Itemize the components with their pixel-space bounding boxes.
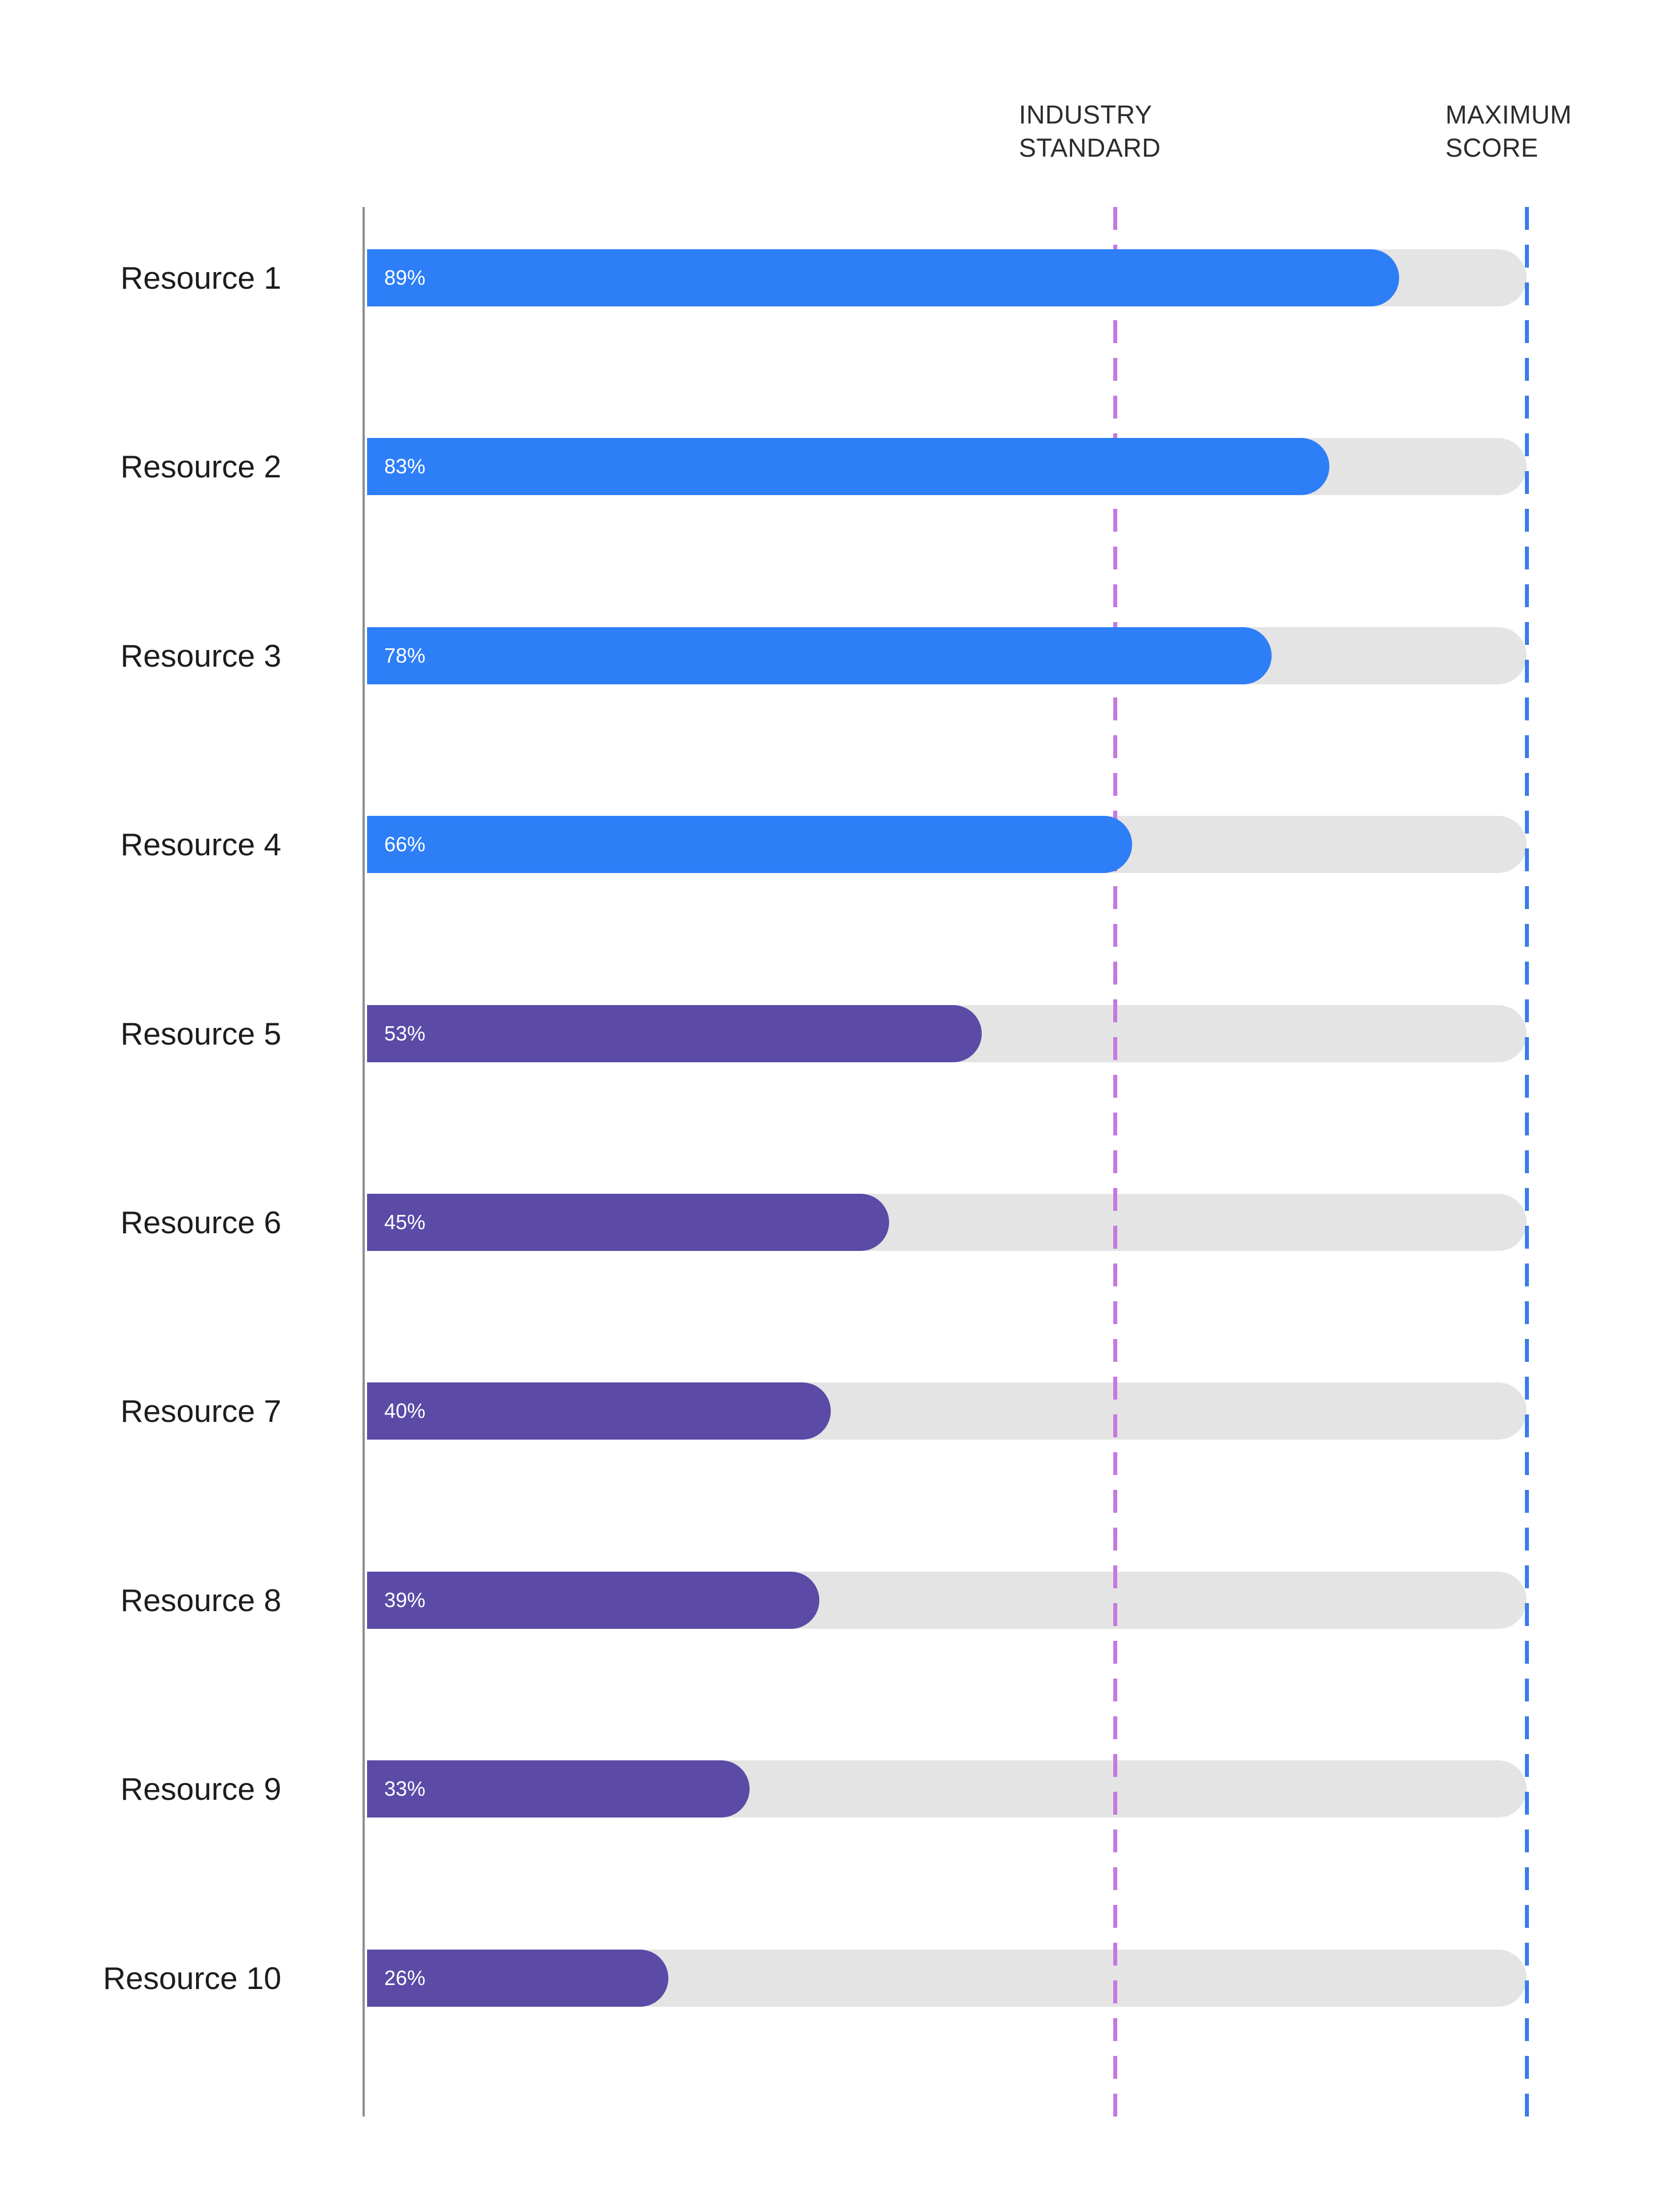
bar-track: 33% bbox=[367, 1760, 1527, 1818]
category-label: Resource 6 bbox=[120, 1205, 281, 1240]
bar-fill: 89% bbox=[367, 249, 1399, 306]
bar-fill: 66% bbox=[367, 816, 1133, 874]
bar-value-label: 66% bbox=[384, 832, 426, 856]
chart-row: Resource 2 83% bbox=[0, 438, 1665, 496]
bar-value-label: 33% bbox=[384, 1777, 426, 1801]
chart-row: Resource 3 78% bbox=[0, 627, 1665, 684]
bar-value-label: 78% bbox=[384, 643, 426, 667]
bar-track: 45% bbox=[367, 1194, 1527, 1251]
chart-row: Resource 10 26% bbox=[0, 1949, 1665, 2007]
bar-track: 89% bbox=[367, 249, 1527, 306]
bar-fill: 83% bbox=[367, 438, 1330, 496]
chart-row: Resource 1 89% bbox=[0, 249, 1665, 306]
bar-fill: 78% bbox=[367, 627, 1272, 684]
bar-track: 39% bbox=[367, 1571, 1527, 1629]
bar-track: 26% bbox=[367, 1949, 1527, 2007]
bar-fill: 39% bbox=[367, 1571, 819, 1629]
bar-value-label: 26% bbox=[384, 1966, 426, 1990]
bar-value-label: 53% bbox=[384, 1021, 426, 1045]
industry-standard-line bbox=[1113, 207, 1118, 2117]
bar-value-label: 40% bbox=[384, 1399, 426, 1423]
bar-track: 78% bbox=[367, 627, 1527, 684]
bar-fill: 53% bbox=[367, 1005, 982, 1062]
industry-standard-label: INDUSTRY STANDARD bbox=[1019, 100, 1161, 162]
category-label: Resource 5 bbox=[120, 1015, 281, 1051]
y-axis-line bbox=[363, 207, 365, 2117]
chart-row: Resource 7 40% bbox=[0, 1382, 1665, 1440]
category-label: Resource 7 bbox=[120, 1393, 281, 1429]
chart-row: Resource 5 53% bbox=[0, 1005, 1665, 1062]
maximum-score-line bbox=[1525, 207, 1529, 2117]
chart-row: Resource 4 66% bbox=[0, 816, 1665, 874]
chart-row: Resource 6 45% bbox=[0, 1194, 1665, 1251]
bar-fill: 26% bbox=[367, 1949, 669, 2007]
chart-row: Resource 9 33% bbox=[0, 1760, 1665, 1818]
category-label: Resource 8 bbox=[120, 1582, 281, 1618]
category-label: Resource 10 bbox=[103, 1960, 281, 1996]
category-label: Resource 3 bbox=[120, 637, 281, 673]
bar-value-label: 89% bbox=[384, 266, 426, 289]
bar-fill: 40% bbox=[367, 1382, 831, 1440]
chart-row: Resource 8 39% bbox=[0, 1571, 1665, 1629]
category-label: Resource 2 bbox=[120, 449, 281, 485]
bar-track: 66% bbox=[367, 816, 1527, 874]
bar-value-label: 45% bbox=[384, 1210, 426, 1234]
category-label: Resource 4 bbox=[120, 827, 281, 863]
bar-fill: 33% bbox=[367, 1760, 750, 1818]
bar-value-label: 83% bbox=[384, 455, 426, 479]
bar-track: 40% bbox=[367, 1382, 1527, 1440]
bar-fill: 45% bbox=[367, 1194, 889, 1251]
bar-track: 83% bbox=[367, 438, 1527, 496]
bar-value-label: 39% bbox=[384, 1588, 426, 1612]
bar-track: 53% bbox=[367, 1005, 1527, 1062]
category-label: Resource 9 bbox=[120, 1771, 281, 1807]
category-label: Resource 1 bbox=[120, 260, 281, 296]
maximum-score-label: MAXIMUM SCORE bbox=[1445, 100, 1572, 162]
